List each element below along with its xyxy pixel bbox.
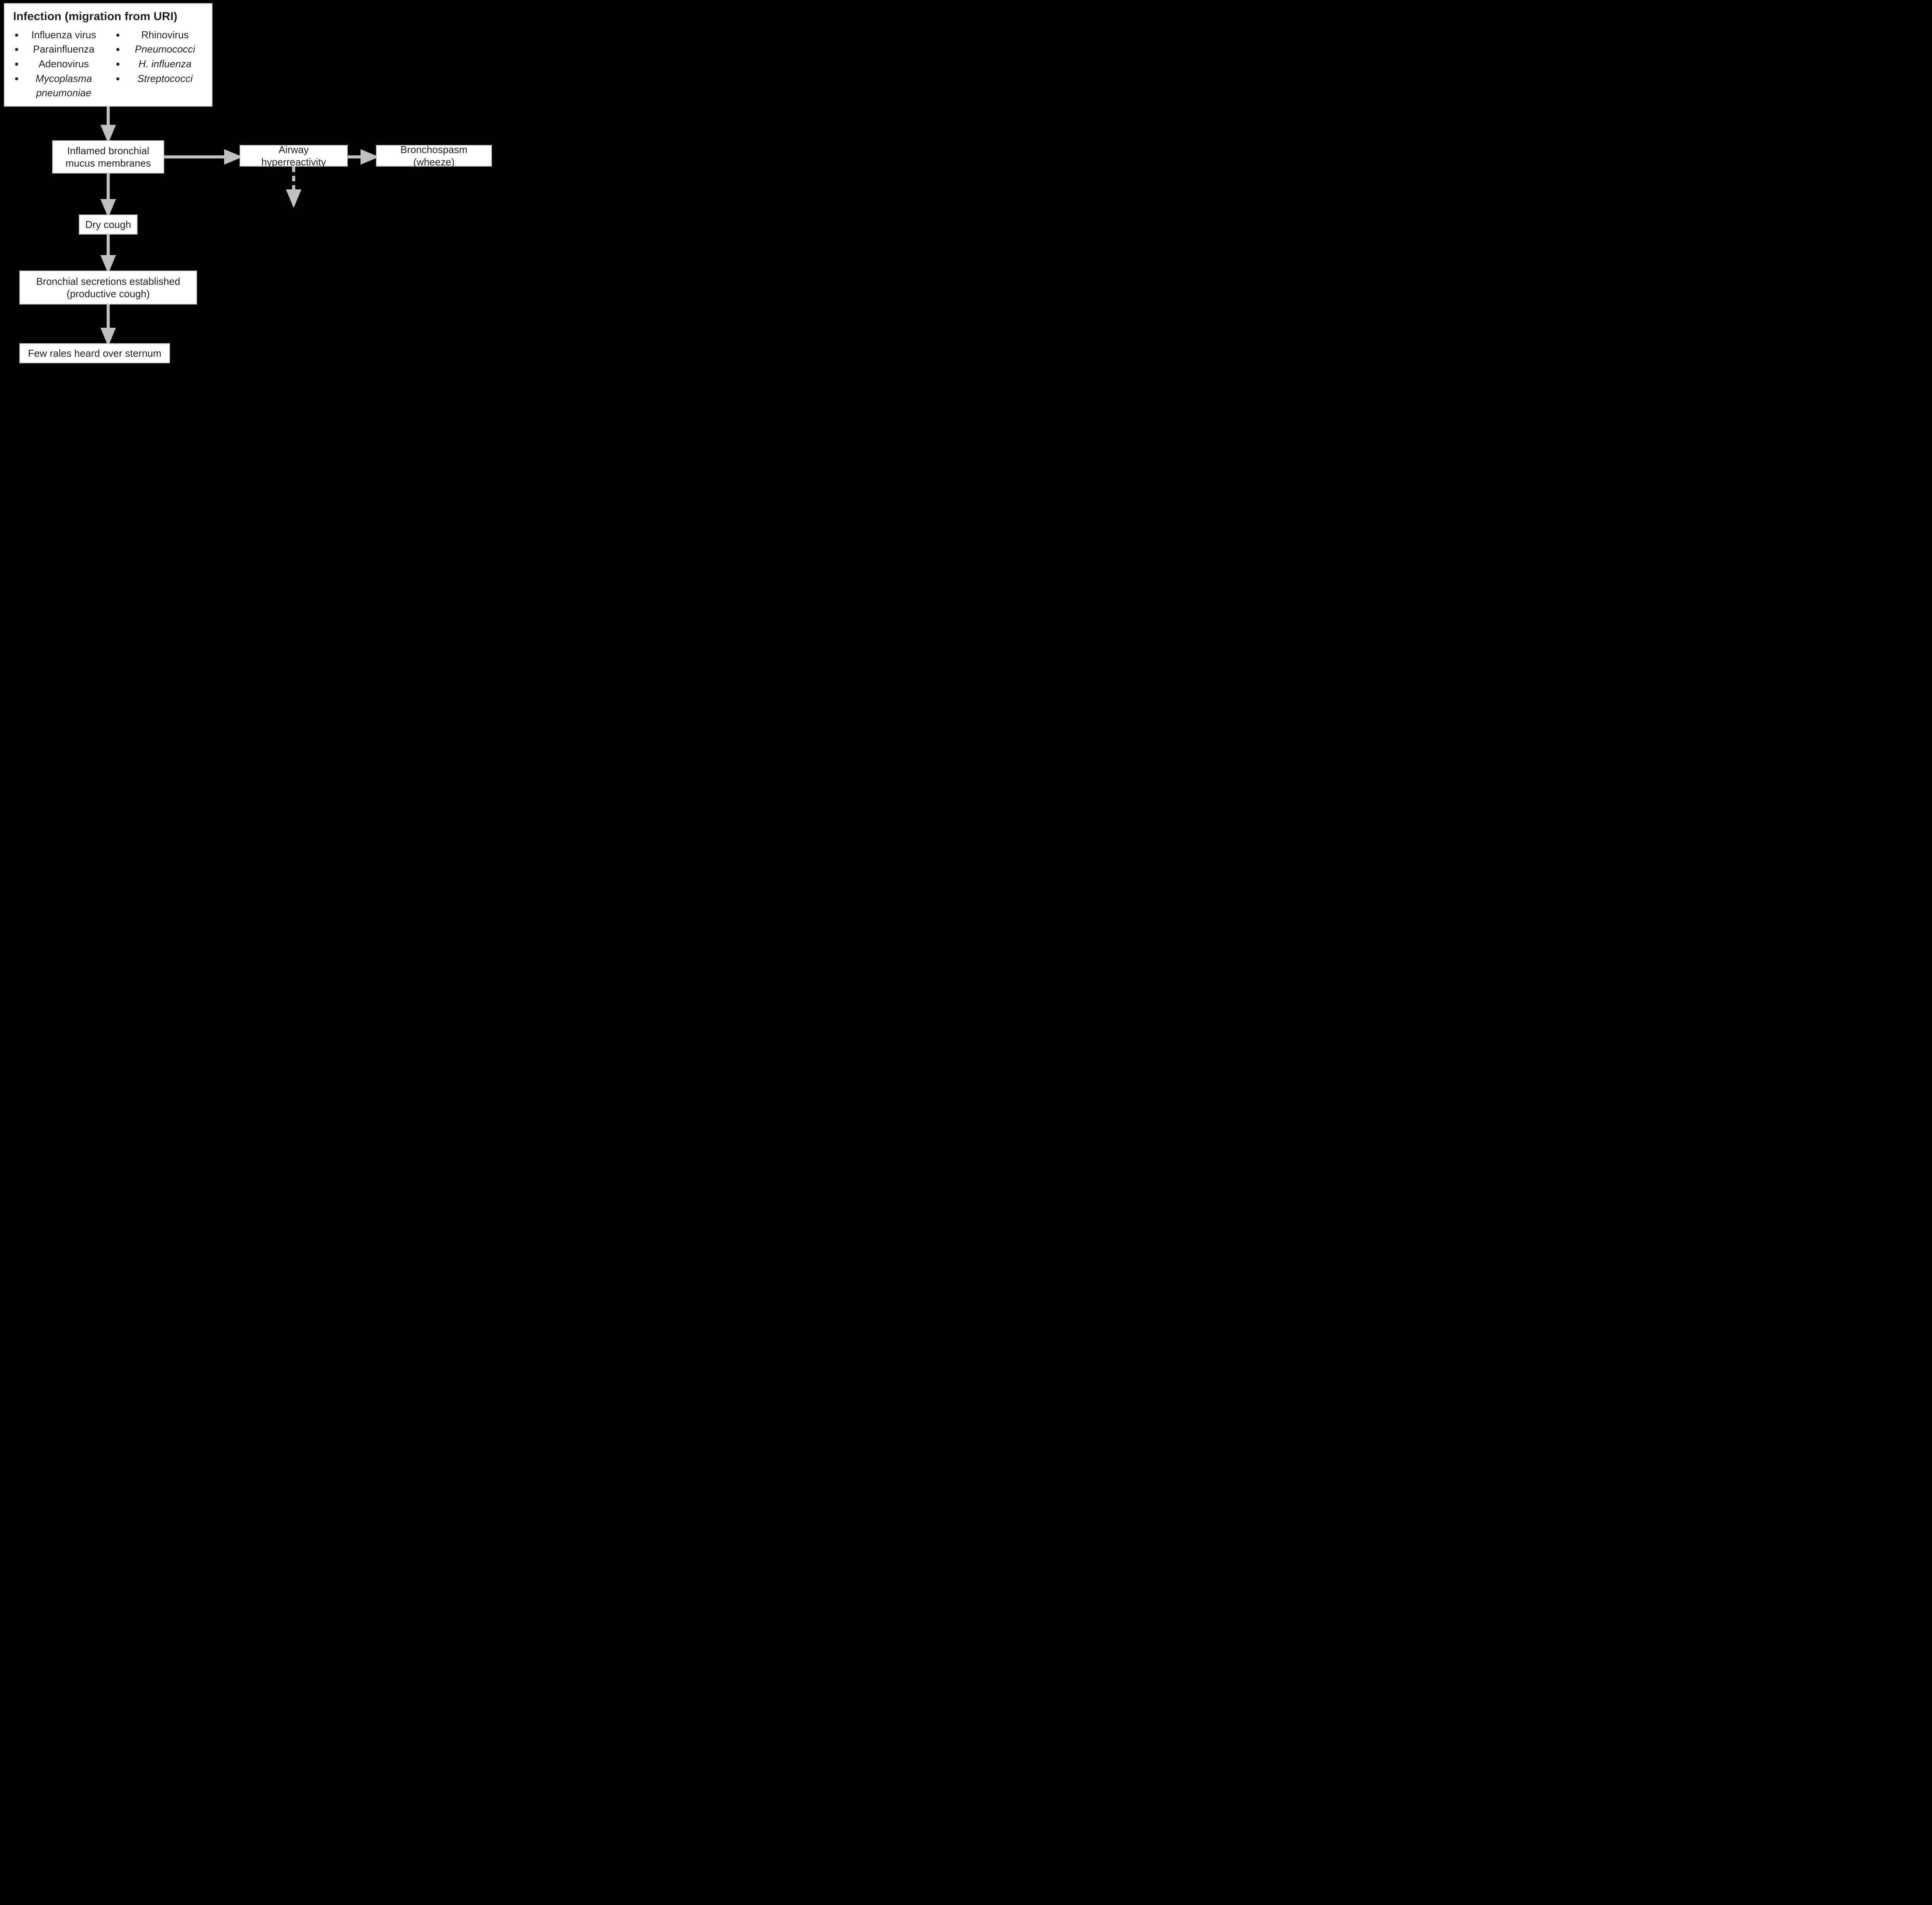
infection-item: H. influenza xyxy=(125,57,205,72)
infection-columns: Influenza virusParainfluenzaAdenovirusMy… xyxy=(12,28,205,100)
infection-item: Pneumococci xyxy=(125,42,205,57)
node-secretions: Bronchial secretions established (produc… xyxy=(19,271,197,305)
infection-item: Mycoplasma pneumoniae xyxy=(24,72,104,100)
node-label: Few rales heard over sternum xyxy=(28,347,161,360)
node-airway: Airway hyperreactivity xyxy=(240,145,348,167)
node-inflamed: Inflamed bronchial mucus membranes xyxy=(52,140,164,174)
infection-item: Adenovirus xyxy=(24,57,104,72)
infection-list-2: RhinovirusPneumococciH. influenzaStrepto… xyxy=(113,28,205,86)
flowchart-canvas: Infection (migration from URI) Influenza… xyxy=(0,0,572,377)
node-drycough: Dry cough xyxy=(79,215,138,235)
infection-item: Streptococci xyxy=(125,72,205,86)
infection-col-1: Influenza virusParainfluenzaAdenovirusMy… xyxy=(12,28,104,100)
node-label: Inflamed bronchial mucus membranes xyxy=(58,145,158,170)
node-label: Airway hyperreactivity xyxy=(246,143,342,169)
node-infection: Infection (migration from URI) Influenza… xyxy=(4,3,213,107)
node-rales: Few rales heard over sternum xyxy=(19,343,170,363)
infection-list-1: Influenza virusParainfluenzaAdenovirusMy… xyxy=(12,28,104,100)
node-label: Dry cough xyxy=(85,218,131,231)
node-label: Bronchial secretions established (produc… xyxy=(26,275,191,300)
infection-item: Rhinovirus xyxy=(125,28,205,43)
infection-item: Parainfluenza xyxy=(24,42,104,57)
node-label: Bronchospasm (wheeze) xyxy=(382,143,486,169)
infection-title: Infection (migration from URI) xyxy=(12,8,205,28)
node-broncho: Bronchospasm (wheeze) xyxy=(376,145,492,167)
infection-item: Influenza virus xyxy=(24,28,104,43)
infection-col-2: RhinovirusPneumococciH. influenzaStrepto… xyxy=(113,28,205,100)
